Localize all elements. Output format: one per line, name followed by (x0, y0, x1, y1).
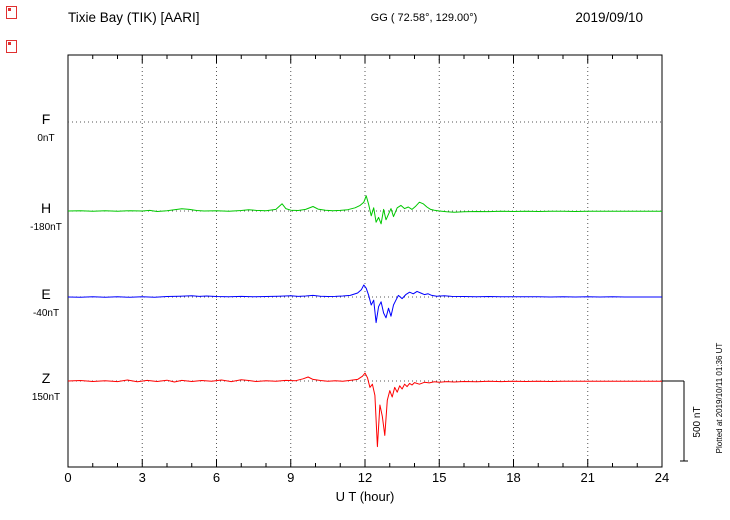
red-artifact-mark-top (6, 6, 17, 19)
x-tick-label: 12 (358, 470, 372, 485)
series-baseline-Z: 150nT (32, 392, 60, 403)
coords-label: GG ( 72.58°, 129.00°) (371, 12, 478, 24)
series-baseline-H: -180nT (30, 222, 62, 233)
x-tick-label: 6 (213, 470, 220, 485)
scalebar-label: 500 nT (692, 406, 703, 437)
x-tick-label: 15 (432, 470, 446, 485)
red-artifact-mark-bottom (6, 40, 17, 53)
trace-Z (67, 372, 662, 448)
series-label-F: F (42, 111, 51, 127)
x-tick-label: 9 (287, 470, 294, 485)
series-baseline-E: -40nT (33, 308, 59, 319)
x-tick-label: 21 (581, 470, 595, 485)
series-label-E: E (41, 286, 50, 302)
plot-area: 0 3 6 9 12 15 18 21 24 (64, 54, 688, 485)
series-label-Z: Z (42, 370, 51, 386)
x-tick-label: 3 (139, 470, 146, 485)
x-tick-label: 0 (64, 470, 71, 485)
trace-H (67, 195, 663, 225)
plot-frame (67, 54, 663, 468)
x-tick-label: 24 (655, 470, 669, 485)
station-title: Tixie Bay (TIK) [AARI] (68, 10, 200, 25)
plotted-at-label: Plotted at 2019/10/11 01:36 UT (715, 343, 724, 454)
series-label-H: H (41, 200, 51, 216)
series-baseline-F: 0nT (37, 133, 54, 144)
trace-E (67, 284, 662, 324)
date-label: 2019/09/10 (575, 10, 643, 25)
x-axis-title: U T (hour) (336, 489, 395, 504)
x-tick-label: 18 (506, 470, 520, 485)
